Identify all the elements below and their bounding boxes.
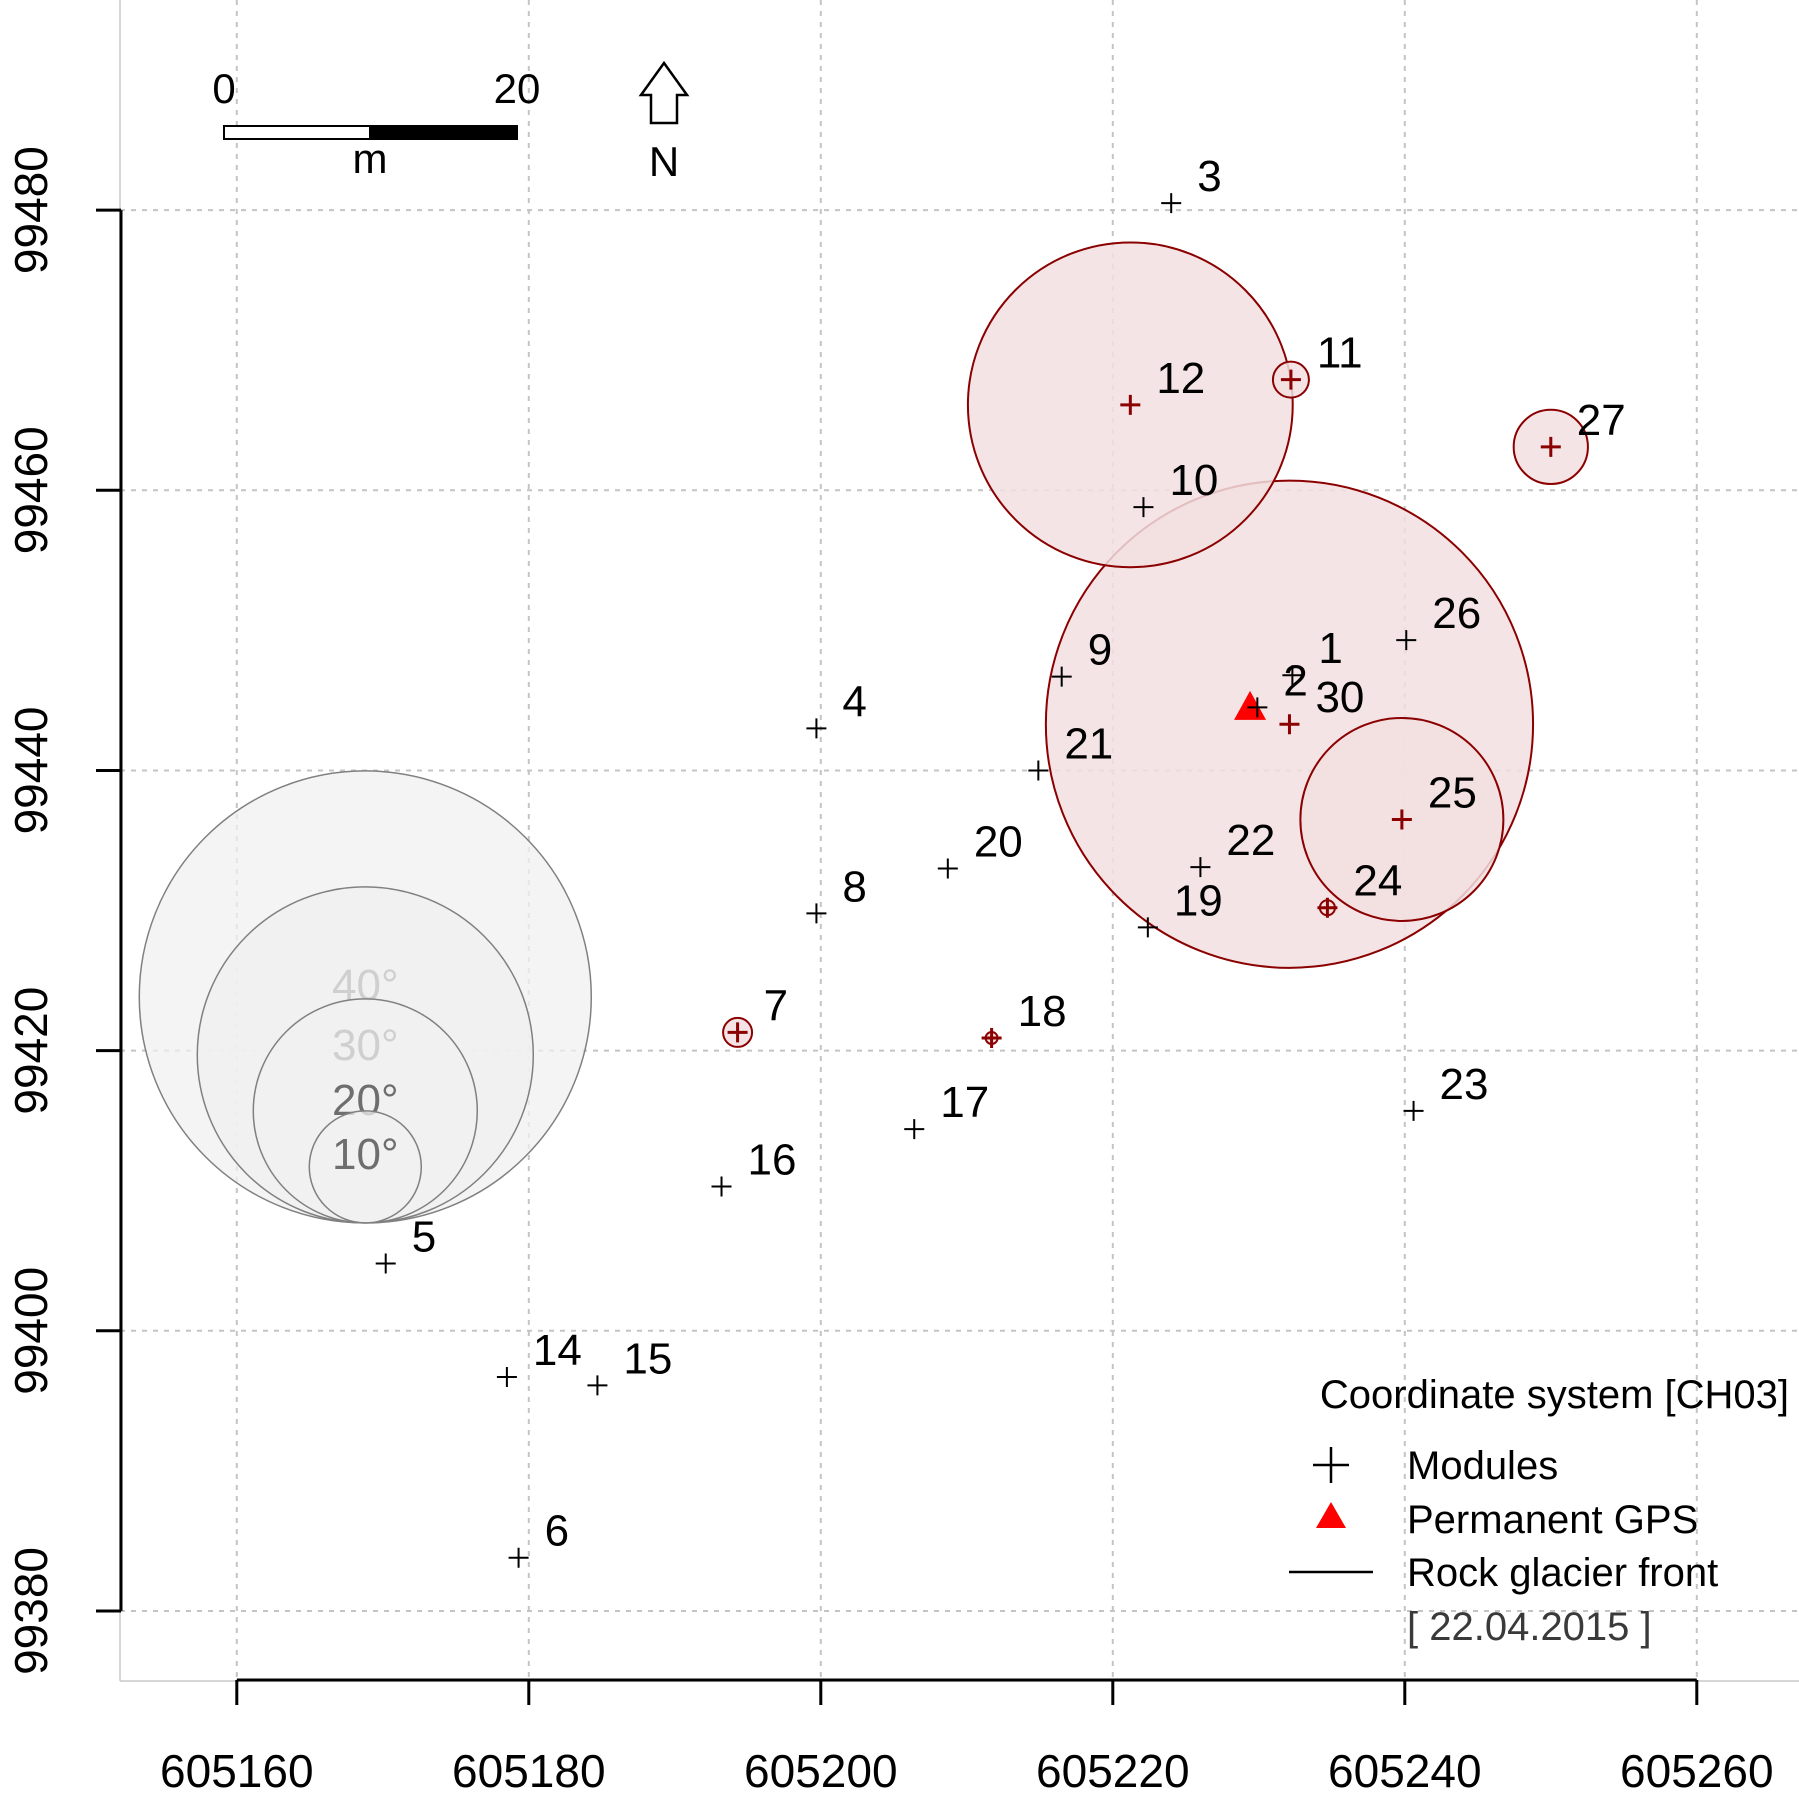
module-point [904, 1119, 925, 1140]
module-point [806, 903, 827, 924]
legend-item-modules: Modules [1313, 1444, 1558, 1488]
module-label: 23 [1440, 1060, 1489, 1109]
module-point [1403, 1100, 1424, 1121]
y-tick-label: 99440 [5, 706, 57, 834]
y-tick-label: 99400 [5, 1267, 57, 1395]
reference-circle [308, 1110, 423, 1224]
module-label: 4 [842, 677, 866, 726]
scale-bar-black-segment [369, 125, 518, 140]
module-label: 6 [545, 1507, 569, 1556]
module-label: 7 [764, 981, 788, 1030]
scale-bar-max-label: 20 [494, 65, 541, 112]
reference-circle-label: 10° [332, 1130, 399, 1179]
scale-bar-unit: m [353, 135, 388, 182]
module-point [1133, 497, 1154, 518]
module-label: 18 [1018, 987, 1067, 1036]
module-label: 12 [1156, 354, 1205, 403]
module-label: 26 [1432, 589, 1481, 638]
x-tick-label: 605260 [1620, 1745, 1774, 1797]
module-point [1280, 369, 1301, 390]
x-tick-label: 605220 [1036, 1745, 1190, 1797]
scale-bar-white-segment [223, 125, 371, 140]
module-label: 27 [1577, 396, 1626, 445]
module-label: 24 [1353, 857, 1402, 906]
legend-item-rock-glacier-front: Rock glacier front [1289, 1551, 1718, 1595]
x-tick-label: 605200 [744, 1745, 898, 1797]
legend-label-permanent-gps: Permanent GPS [1407, 1498, 1698, 1542]
module-point [1391, 809, 1412, 830]
module-point [1137, 917, 1158, 938]
module-label: 5 [412, 1213, 436, 1262]
module-label: 22 [1226, 816, 1275, 865]
module-point [727, 1022, 748, 1043]
legend-label-modules: Modules [1407, 1444, 1558, 1488]
legend-title: Coordinate system [CH03] [1320, 1373, 1789, 1417]
module-point [508, 1547, 529, 1568]
module-point [1396, 630, 1417, 651]
module-label: 14 [533, 1326, 582, 1375]
scale-bar: 0 20 m [212, 65, 540, 182]
triangle-icon [1316, 1502, 1346, 1528]
y-tick-label: 99420 [5, 987, 57, 1115]
x-tick-label: 605160 [160, 1745, 314, 1797]
module-label: 30 [1315, 673, 1364, 722]
legend-label-rock-glacier-front: Rock glacier front [1407, 1551, 1718, 1595]
module-point [587, 1375, 608, 1396]
y-tick-label: 99480 [5, 146, 57, 274]
module-point [1051, 666, 1072, 687]
module-point [1190, 857, 1211, 878]
module-point [711, 1176, 732, 1197]
module-label: 8 [842, 862, 866, 911]
module-point [1028, 760, 1049, 781]
module-point [1120, 394, 1141, 415]
module-label: 3 [1197, 152, 1221, 201]
module-label: 11 [1317, 329, 1363, 378]
y-tick-label: 99460 [5, 426, 57, 554]
module-label: 20 [974, 818, 1023, 867]
scale-bar-min-label: 0 [212, 65, 235, 112]
module-point [981, 1028, 1002, 1049]
module-label: 9 [1088, 626, 1112, 675]
axes: 605160 605180 605200 605220 605240 6052609938… [5, 0, 1799, 1797]
module-point [1161, 193, 1182, 214]
module-label: 25 [1428, 768, 1477, 817]
plus-icon [1313, 1447, 1349, 1483]
module-label: 15 [623, 1334, 672, 1383]
north-arrow-icon [638, 60, 690, 125]
north-label: N [649, 138, 679, 185]
module-point [1540, 436, 1561, 457]
module-point [496, 1367, 517, 1388]
module-label: 2 [1283, 656, 1307, 705]
legend-date: [ 22.04.2015 ] [1407, 1605, 1652, 1649]
module-point [1279, 714, 1300, 735]
x-tick-label: 605180 [452, 1745, 606, 1797]
module-point [1247, 697, 1268, 718]
module-point [1282, 665, 1303, 686]
module-label: 10 [1169, 456, 1218, 505]
legend-item-permanent-gps: Permanent GPS [1316, 1498, 1698, 1542]
y-tick-label: 99380 [5, 1547, 57, 1675]
module-label: 19 [1174, 876, 1223, 925]
reference-circles: 40°30°20°10° [138, 770, 593, 1224]
module-point [375, 1253, 396, 1274]
module-point [806, 718, 827, 739]
module-label: 21 [1064, 719, 1113, 768]
module-label: 17 [940, 1078, 989, 1127]
module-point [937, 858, 958, 879]
legend: Coordinate system [CH03] Modules Permane… [1289, 1373, 1789, 1649]
north-arrow: N [638, 60, 690, 185]
module-point [1317, 897, 1338, 918]
module-label: 1 [1318, 624, 1342, 673]
x-tick-label: 605240 [1328, 1745, 1482, 1797]
module-label: 16 [748, 1136, 797, 1185]
